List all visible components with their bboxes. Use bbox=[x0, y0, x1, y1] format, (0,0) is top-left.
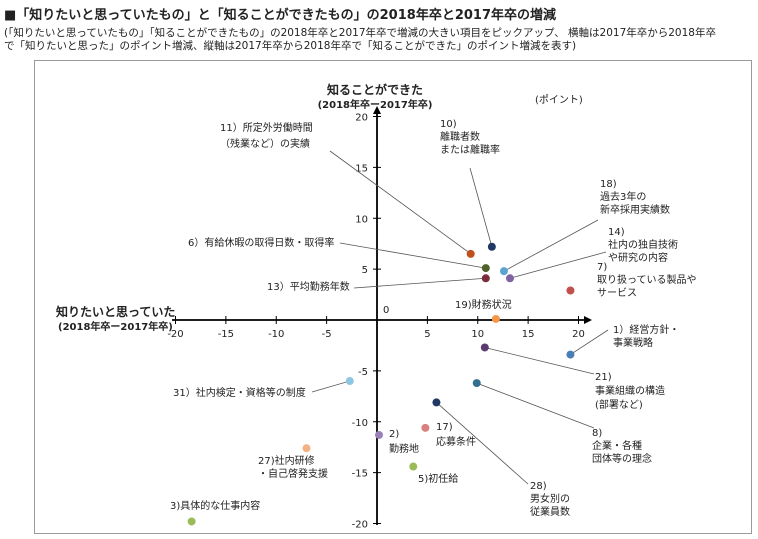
point-labels: 11）所定外労働時間（残業など）の実績 10)離職者数または離職率 18)過去3年の… bbox=[170, 119, 697, 518]
point-label-27: 27)社内研修・自己啓発支援 bbox=[258, 454, 328, 480]
leader-line-11 bbox=[329, 150, 471, 255]
point-label-18: 18)過去3年の新卒採用実績数 bbox=[600, 179, 670, 216]
data-point-10 bbox=[487, 242, 496, 251]
leader-line-28 bbox=[436, 402, 529, 485]
point-label-31: 31）社内検定・資格等の制度 bbox=[173, 386, 306, 399]
x-tick-label: 5 bbox=[424, 329, 430, 340]
data-point-31 bbox=[345, 377, 354, 386]
y-tick-label: -5 bbox=[358, 367, 368, 378]
x-axis-arrow bbox=[584, 316, 592, 324]
leader-line-8 bbox=[476, 382, 595, 429]
data-point-8 bbox=[472, 379, 481, 388]
y-axis-title: 知ることができた bbox=[326, 82, 423, 97]
chart-frame bbox=[34, 60, 752, 534]
y-tick-label: -15 bbox=[352, 469, 368, 480]
y-tick-label: 10 bbox=[355, 214, 368, 225]
data-point-3 bbox=[187, 517, 196, 526]
x-tick-label: -10 bbox=[268, 329, 284, 340]
x-tick-label: -15 bbox=[218, 329, 234, 340]
y-tick-label: -10 bbox=[352, 418, 368, 429]
point-label-8: 8)企業・各種団体等の理念 bbox=[592, 428, 652, 465]
y-tick-label: 20 bbox=[355, 113, 368, 124]
leader-line-31 bbox=[311, 380, 350, 393]
x-axis-title: 知りたいと思っていた bbox=[55, 304, 175, 319]
data-point-7 bbox=[566, 286, 575, 295]
point-label-28: 28)男女別の従業員数 bbox=[530, 481, 570, 518]
point-label-14: 14)社内の独自技術や研究の内容 bbox=[608, 227, 678, 264]
x-tick-label: -5 bbox=[322, 329, 332, 340]
page-title: ■「知りたいと思っていたもの」と「知ることができたもの」の2018年卒と2017… bbox=[4, 8, 556, 23]
unit-label: (ポイント) bbox=[535, 94, 583, 106]
data-point-13 bbox=[481, 274, 490, 283]
data-point-2 bbox=[375, 430, 384, 439]
leader-line-18 bbox=[503, 219, 599, 272]
data-point-19 bbox=[491, 314, 500, 323]
leader-line-10 bbox=[469, 167, 493, 247]
leader-line-14 bbox=[509, 251, 607, 279]
data-point-6 bbox=[481, 264, 490, 273]
x-tick-label: 10 bbox=[471, 329, 484, 340]
y-axis-arrow bbox=[373, 106, 381, 114]
leader-line-6 bbox=[339, 242, 486, 269]
data-point-28 bbox=[432, 398, 441, 407]
leader-line-21 bbox=[484, 347, 595, 375]
leader-line-13 bbox=[353, 277, 486, 289]
point-label-7: 7)取り扱っている製品やサービス bbox=[597, 262, 697, 299]
data-point-17 bbox=[421, 423, 430, 432]
point-label-11: 11）所定外労働時間（残業など）の実績 bbox=[220, 121, 313, 150]
data-point-1 bbox=[566, 350, 575, 359]
point-label-17: 17)応募条件 bbox=[436, 422, 476, 448]
page-subtitle: (「知りたいと思っていたもの」「知ることができたもの」の2018年卒と2017年… bbox=[4, 27, 716, 53]
x-tick-label: 15 bbox=[522, 329, 535, 340]
point-label-13: 13）平均勤務年数 bbox=[267, 280, 350, 293]
data-point-11 bbox=[466, 249, 475, 258]
chart-axes: -20 -15 -10 -5 5 10 15 20 20 15 10 5 -5 -10 -15 -20 bbox=[167, 106, 592, 531]
point-label-10: 10)離職者数または離職率 bbox=[440, 119, 500, 156]
subtitle-line-2: で「知りたいと思った」のポイント増減、縦軸は2017年卒から2018年卒で「知る… bbox=[4, 40, 577, 52]
origin-label: 0 bbox=[383, 305, 389, 316]
y-tick-label: -20 bbox=[352, 520, 368, 531]
y-axis-subtitle: (2018年卒ー2017年卒) bbox=[318, 98, 433, 111]
point-label-6: 6）有給休暇の取得日数・取得率 bbox=[188, 236, 334, 249]
data-points bbox=[187, 242, 575, 526]
data-point-27 bbox=[302, 444, 311, 453]
point-label-5: 5)初任給 bbox=[418, 472, 458, 485]
data-point-14 bbox=[505, 274, 514, 283]
leader-lines bbox=[311, 150, 609, 485]
y-tick-label: 5 bbox=[362, 265, 368, 276]
subtitle-line-1: (「知りたいと思っていたもの」「知ることができたもの」の2018年卒と2017年… bbox=[4, 27, 716, 39]
x-tick-label: -20 bbox=[167, 329, 183, 340]
data-point-5 bbox=[409, 462, 418, 471]
point-label-21: 21)事業組織の構造(部署など) bbox=[595, 372, 665, 411]
point-label-1: 1）経営方針・事業戦略 bbox=[613, 323, 679, 349]
x-tick-label: 20 bbox=[572, 329, 585, 340]
leader-line-1 bbox=[570, 329, 609, 355]
point-label-19: 19)財務状況 bbox=[455, 298, 512, 311]
y-tick-label: 15 bbox=[355, 163, 368, 174]
data-point-18 bbox=[499, 267, 508, 276]
point-label-2: 2)勤務地 bbox=[389, 429, 419, 455]
data-point-21 bbox=[480, 343, 489, 352]
x-axis-subtitle: (2018年卒ー2017年卒) bbox=[58, 320, 173, 333]
point-label-3: 3)具体的な仕事内容 bbox=[170, 499, 260, 512]
